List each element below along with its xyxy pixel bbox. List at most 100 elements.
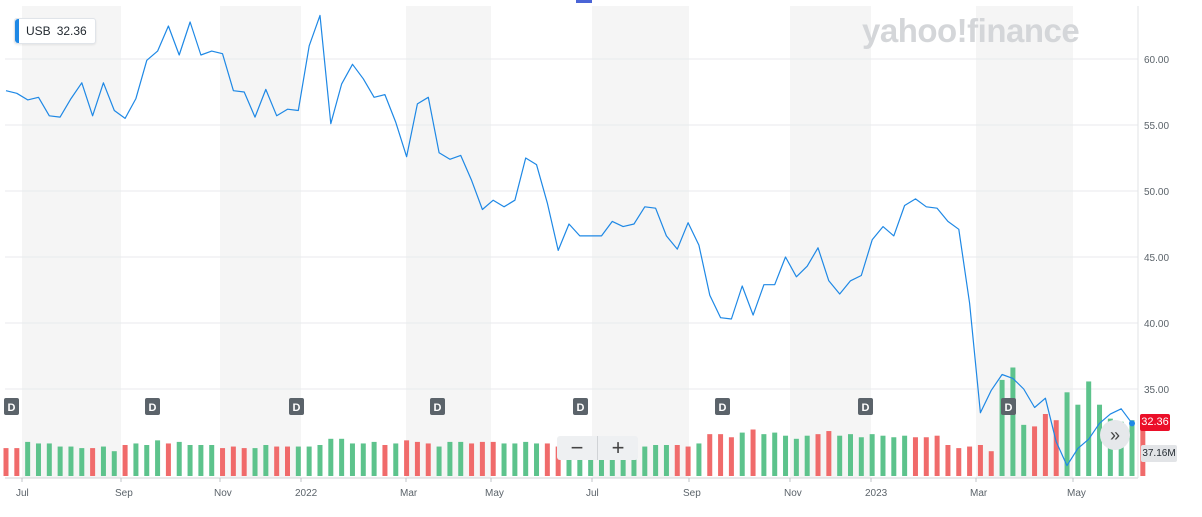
volume-bar-down: [490, 441, 496, 476]
volume-bar-up: [133, 443, 139, 476]
volume-bar-up: [523, 441, 529, 476]
volume-bar-up: [739, 432, 745, 476]
dividend-marker-label: D: [8, 402, 16, 414]
y-tick-label: 45.00: [1144, 253, 1169, 264]
volume-bar-up: [349, 443, 355, 476]
volume-bar-up: [35, 443, 41, 476]
volume-bar-up: [458, 441, 464, 476]
series-color-swatch: [15, 19, 19, 43]
month-band: [976, 6, 1073, 478]
month-band: [406, 6, 491, 478]
last-price-dot: [1129, 420, 1135, 427]
volume-bar-down: [923, 437, 929, 476]
x-tick-label: Jul: [586, 488, 599, 499]
month-band: [790, 6, 871, 478]
volume-bar-up: [371, 441, 377, 476]
x-tick-label: May: [485, 488, 504, 499]
x-tick-label: Mar: [400, 488, 418, 499]
volume-bar-up: [1086, 381, 1092, 476]
x-tick-label: 2022: [295, 488, 318, 499]
month-band: [22, 6, 121, 478]
volume-bar-up: [46, 443, 52, 476]
volume-bar-up: [57, 446, 63, 476]
volume-bar-down: [912, 437, 918, 476]
volume-bar-down: [967, 446, 973, 476]
volume-bar-down: [90, 448, 96, 476]
dividend-marker: [1001, 398, 1016, 415]
volume-bar-up: [68, 446, 74, 476]
volume-bar-up: [793, 438, 799, 476]
zoom-divider: [597, 436, 598, 460]
volume-bar-up: [306, 446, 312, 476]
volume-bar-down: [945, 445, 951, 476]
volume-bar-up: [1021, 424, 1027, 476]
volume-bar-up: [447, 441, 453, 476]
x-tick-label: Nov: [784, 488, 802, 499]
volume-bar-up: [1064, 392, 1070, 476]
volume-bar-up: [609, 446, 615, 476]
volume-bar-up: [100, 446, 106, 476]
volume-bar-down: [404, 440, 410, 476]
volume-bar-down: [1053, 420, 1059, 476]
volume-bar-down: [230, 446, 236, 476]
volume-bar-up: [880, 435, 886, 476]
volume-bar-up: [999, 379, 1005, 476]
zoom-out-button[interactable]: −: [570, 435, 584, 460]
volume-bar-down: [956, 448, 962, 476]
volume-bar-down: [220, 448, 226, 476]
x-tick-label: Jul: [16, 488, 29, 499]
dividend-marker: [289, 398, 304, 415]
volume-bar-up: [902, 435, 908, 476]
current-price-tag: 32.36: [1140, 414, 1170, 431]
volume-bar-up: [295, 446, 301, 476]
volume-bar-up: [804, 435, 810, 476]
ticker-badge[interactable]: USB 32.36: [14, 18, 96, 44]
dividend-marker-label: D: [1005, 402, 1013, 414]
volume-bar-down: [1032, 426, 1038, 476]
x-tick-label: Mar: [970, 488, 988, 499]
volume-bar-down: [382, 445, 388, 476]
volume-bar-up: [837, 435, 843, 476]
dividend-marker-label: D: [719, 402, 727, 414]
volume-bar-down: [555, 446, 561, 476]
x-tick-label: May: [1067, 488, 1086, 499]
dividend-marker-label: D: [434, 402, 442, 414]
ticker-value: 32.36: [56, 24, 87, 38]
volume-bar-up: [25, 441, 31, 476]
volume-bar-up: [144, 445, 150, 476]
volume-bar-up: [1010, 367, 1016, 476]
volume-bar-up: [858, 437, 864, 476]
volume-bar-up: [783, 435, 789, 476]
zoom-in-button[interactable]: +: [611, 435, 625, 460]
volume-bar-up: [176, 441, 182, 476]
dividend-marker: [430, 398, 445, 415]
volume-bar-up: [642, 446, 648, 476]
volume-bar-down: [728, 437, 734, 476]
volume-bar-up: [263, 445, 269, 476]
volume-bar-up: [198, 445, 204, 476]
volume-bar-up: [360, 443, 366, 476]
volume-bar-up: [653, 445, 659, 476]
dividend-marker: [573, 398, 588, 415]
volume-bar-down: [425, 443, 431, 476]
volume-bar-up: [1129, 420, 1135, 476]
volume-bar-down: [274, 446, 280, 476]
volume-bar-down: [934, 435, 940, 476]
volume-bar-down: [977, 445, 983, 476]
price-line: [5, 14, 1133, 467]
volume-bar-up: [598, 445, 604, 476]
volume-bar-up: [512, 443, 518, 476]
jump-to-latest-button[interactable]: »: [1100, 420, 1130, 450]
volume-bar-up: [501, 443, 507, 476]
volume-bar-down: [988, 451, 994, 476]
dividend-marker-label: D: [293, 402, 301, 414]
volume-bar-down: [707, 434, 713, 476]
volume-bar-up: [891, 437, 897, 476]
volume-bar-up: [772, 432, 778, 476]
dividend-marker-label: D: [149, 402, 157, 414]
volume-bar-down: [241, 448, 247, 476]
volume-bar-down: [414, 441, 420, 476]
dividend-marker-label: D: [862, 402, 870, 414]
